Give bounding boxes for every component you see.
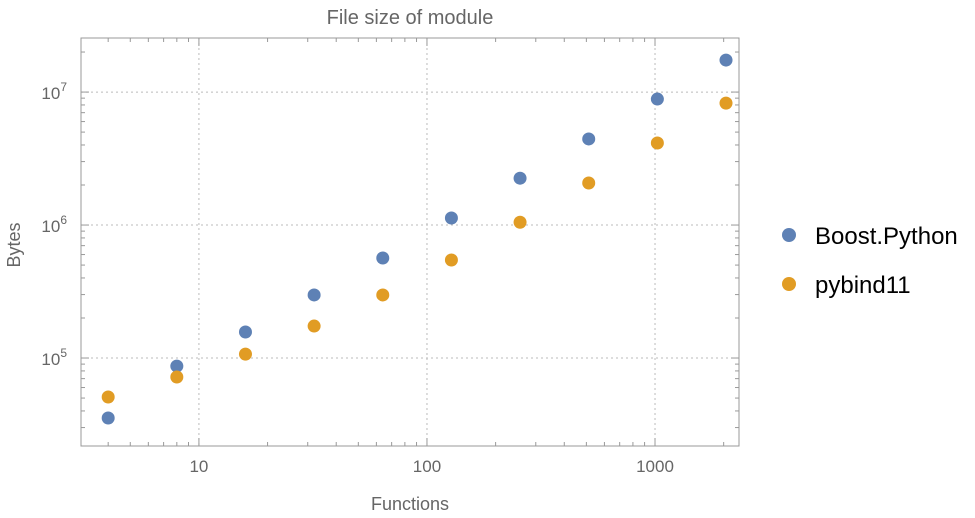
legend-label: Boost.Python: [815, 223, 958, 250]
data-point: [444, 211, 458, 225]
data-point: [101, 411, 115, 425]
legend-marker: [782, 228, 796, 242]
y-tick-label: 107: [41, 80, 67, 103]
data-point: [650, 136, 664, 150]
data-point: [376, 251, 390, 265]
legend: Boost.Python pybind11: [782, 223, 958, 299]
data-point: [238, 347, 252, 361]
data-point: [101, 390, 115, 404]
data-point: [513, 171, 527, 185]
data-points: [101, 53, 733, 425]
legend-label: pybind11: [815, 272, 911, 299]
plot-frame: [80, 37, 740, 447]
data-point: [170, 359, 184, 373]
y-tick-label: 105: [41, 346, 67, 369]
data-point: [307, 288, 321, 302]
data-point: [376, 288, 390, 302]
data-point: [719, 96, 733, 110]
y-axis-label: Bytes: [4, 222, 24, 267]
data-point: [582, 132, 596, 146]
data-point: [444, 253, 458, 267]
data-point: [582, 176, 596, 190]
x-tick-label: 10: [189, 457, 208, 476]
data-point: [650, 92, 664, 106]
data-point: [513, 215, 527, 229]
legend-marker: [782, 277, 796, 291]
grid: [81, 38, 739, 446]
y-tick-label: 106: [41, 213, 67, 236]
data-point: [170, 370, 184, 384]
x-tick-label: 100: [413, 457, 441, 476]
chart-title: File size of module: [327, 7, 494, 29]
x-axis-label: Functions: [371, 494, 449, 513]
x-tick-label: 1000: [636, 457, 674, 476]
data-point: [307, 319, 321, 333]
data-point: [719, 53, 733, 67]
data-point: [238, 325, 252, 339]
ticks: 10 100 1000 105 106 107: [41, 38, 739, 476]
